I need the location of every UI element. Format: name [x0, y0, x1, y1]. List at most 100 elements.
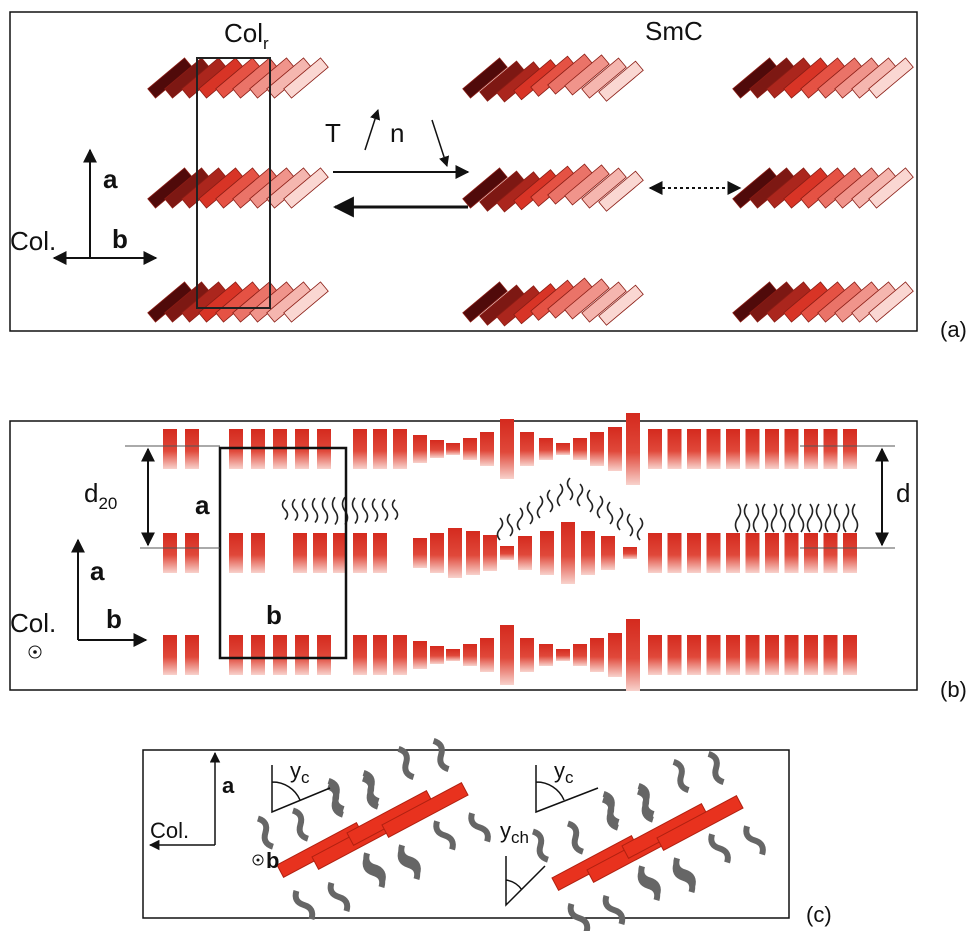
mesogen: [295, 635, 309, 675]
axis-label: a: [90, 556, 105, 586]
alkyl-chain: [529, 830, 551, 862]
arrow: [365, 110, 378, 150]
mesogen: [623, 547, 637, 559]
mesogen: [573, 438, 587, 460]
mesogen: [581, 531, 595, 575]
alkyl-chain: [558, 484, 563, 506]
mesogen: [824, 533, 838, 573]
alkyl-chain: [328, 881, 350, 913]
alkyl-chain: [608, 502, 613, 524]
alkyl-chain: [744, 824, 766, 856]
alkyl-chain: [254, 817, 276, 849]
mesogen: [163, 635, 177, 675]
alkyl-chain: [588, 490, 593, 512]
out-of-plane: [33, 650, 37, 654]
mesogen: [229, 533, 243, 573]
mesogen: [726, 635, 740, 675]
mesogen: [746, 635, 760, 675]
panel-label: (b): [940, 677, 967, 702]
alkyl-chain: [498, 518, 503, 540]
mesogen: [185, 635, 199, 675]
alkyl-chain: [568, 902, 590, 931]
alkyl-chain: [359, 777, 381, 809]
mesogen: [273, 635, 287, 675]
mesogen: [601, 536, 615, 570]
alkyl-chain: [395, 747, 417, 779]
mesogen: [446, 443, 460, 455]
alkyl-chain: [844, 504, 849, 532]
mesogen: [648, 429, 662, 469]
mesogen: [843, 635, 857, 675]
alkyl-chain: [763, 504, 768, 532]
mesogen: [393, 635, 407, 675]
mesogen: [590, 432, 604, 466]
mesogen: [317, 635, 331, 675]
mesogen: [466, 531, 480, 575]
mesogen: [518, 536, 532, 570]
phase-label: Colr: [224, 18, 269, 53]
mesogen: [608, 427, 622, 471]
axis-label: a: [222, 773, 235, 798]
axis-label: b: [266, 848, 279, 873]
alkyl-chain: [293, 499, 298, 520]
alkyl-chain: [393, 500, 398, 520]
mesogen: [373, 429, 387, 469]
mesogen: [540, 531, 554, 575]
mesogen: [251, 533, 265, 573]
alkyl-chain: [745, 504, 750, 532]
alkyl-chain: [799, 504, 804, 532]
alkyl-chain: [528, 502, 533, 524]
alkyl-chain: [853, 504, 858, 532]
panel-b: d20 d a b a b Col. (b): [10, 413, 967, 702]
transition-label: T: [325, 118, 341, 148]
mesogen: [707, 635, 721, 675]
mesogen: [448, 528, 462, 578]
angle-label: yc: [554, 758, 574, 787]
mesogen: [746, 533, 760, 573]
alkyl-chain: [383, 499, 388, 520]
mesogen: [446, 649, 460, 661]
alkyl-chain: [628, 514, 633, 536]
alkyl-chain: [808, 504, 813, 532]
mesogen: [500, 546, 514, 560]
mesogen: [804, 533, 818, 573]
mesogen: [765, 429, 779, 469]
mesogen: [746, 429, 760, 469]
alkyl-chain: [709, 832, 731, 864]
mesogen: [480, 432, 494, 466]
alkyl-chain: [826, 504, 831, 532]
mesogen: [483, 535, 497, 571]
mesogen: [824, 429, 838, 469]
alkyl-chain: [670, 760, 692, 792]
axis-label: Col.: [10, 608, 56, 638]
mesogen: [353, 533, 367, 573]
axis-label: b: [106, 604, 122, 634]
alkyl-chain: [705, 752, 727, 784]
mesogen: [430, 440, 444, 458]
mesogen: [726, 429, 740, 469]
panel-a: Colr SmC T n a b Col. (a): [10, 12, 967, 342]
axis-label: Col.: [10, 226, 56, 256]
mesogen: [353, 635, 367, 675]
alkyl-chain: [430, 739, 452, 771]
axis-label: b: [112, 224, 128, 254]
panel-c: a Col. b yc yc ych (c): [143, 739, 832, 931]
alkyl-chain: [603, 894, 625, 926]
alkyl-chain: [781, 504, 786, 532]
angle-mark: [506, 856, 545, 905]
mesogen: [843, 533, 857, 573]
mesogen: [500, 419, 514, 479]
mesogen: [556, 649, 570, 661]
mesogen: [804, 429, 818, 469]
cell-label: a: [195, 490, 210, 520]
alkyl-chain: [599, 798, 621, 830]
alkyl-chain: [638, 518, 643, 540]
mesogen: [373, 533, 387, 573]
mesogen: [413, 538, 427, 568]
mesogen: [785, 533, 799, 573]
transition-label: n: [390, 118, 404, 148]
mesogen: [185, 429, 199, 469]
alkyl-chain: [363, 498, 368, 522]
mesogen: [626, 413, 640, 485]
alkyl-chain: [508, 514, 513, 536]
